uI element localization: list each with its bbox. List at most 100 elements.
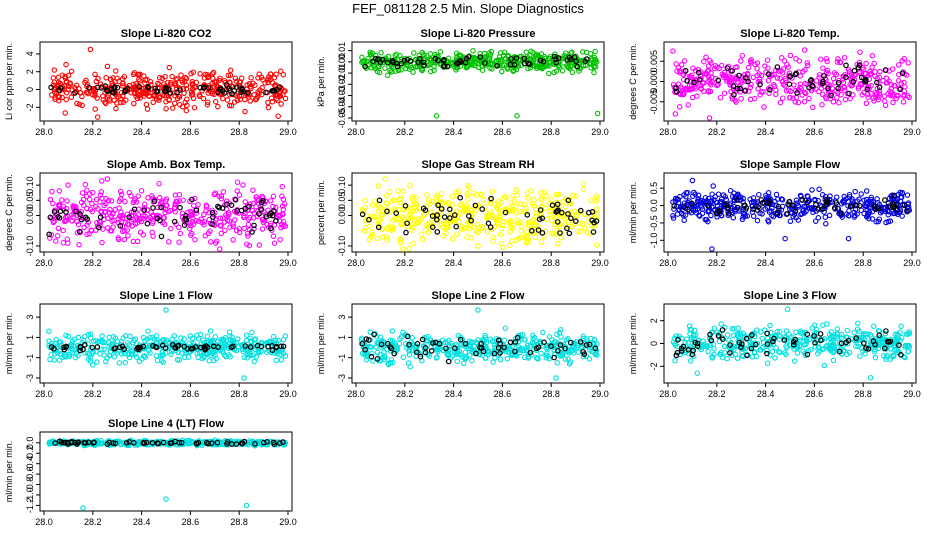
data-point <box>525 239 531 245</box>
overlay-point <box>898 351 904 358</box>
overlay-point <box>804 331 811 338</box>
data-point <box>51 67 58 73</box>
data-point <box>479 67 486 73</box>
data-point <box>473 228 479 234</box>
overlay-point <box>883 328 889 334</box>
data-point <box>188 232 194 238</box>
data-point <box>101 346 107 353</box>
overlay-point <box>577 339 584 345</box>
data-point <box>99 333 105 339</box>
data-point <box>506 205 512 211</box>
overlay-point <box>786 81 793 88</box>
data-point <box>734 64 740 70</box>
data-point <box>841 87 848 94</box>
data-point <box>780 95 786 101</box>
panel-title: Slope Li-820 Pressure <box>421 28 536 40</box>
data-point <box>675 199 682 206</box>
overlay-point <box>574 63 581 70</box>
overlay-point <box>479 206 486 212</box>
x-tick-label: 28.2 <box>84 389 102 399</box>
data-point <box>466 222 473 229</box>
overlay-point <box>554 208 560 214</box>
overlay-point <box>875 205 882 212</box>
overlay-point <box>163 85 169 91</box>
data-point <box>259 226 266 232</box>
overlay-point <box>881 197 888 203</box>
overlay-point <box>508 56 515 62</box>
overlay-point <box>76 228 83 235</box>
data-point <box>592 56 599 63</box>
data-point <box>594 206 600 212</box>
overlay-point <box>201 84 207 90</box>
data-point <box>821 209 827 215</box>
data-point <box>484 228 491 235</box>
data-point <box>783 343 789 349</box>
data-point <box>75 334 82 341</box>
data-point <box>421 212 428 218</box>
data-point <box>421 343 427 350</box>
panel-title: Slope Gas Stream RH <box>421 159 534 171</box>
overlay-point <box>589 209 596 215</box>
overlay-point <box>430 340 436 346</box>
data-point <box>400 354 407 361</box>
data-point <box>243 337 250 344</box>
y-tick-label: -1.0 <box>649 233 659 249</box>
data-point <box>711 325 718 331</box>
data-point <box>851 209 858 216</box>
data-point <box>680 212 686 218</box>
data-point <box>98 437 104 444</box>
data-point <box>275 97 281 104</box>
data-point <box>718 321 724 327</box>
data-point <box>143 101 150 108</box>
data-point <box>103 195 109 202</box>
data-point <box>375 221 381 228</box>
overlay-point <box>422 207 429 214</box>
overlay-point <box>116 344 123 351</box>
data-point <box>178 72 184 78</box>
panel-title: Slope Line 3 Flow <box>744 290 837 302</box>
data-point <box>568 348 575 354</box>
data-point <box>221 219 228 225</box>
data-point <box>809 325 816 331</box>
y-tick-label: 0 <box>649 341 659 346</box>
data-point <box>470 48 476 54</box>
overlay-point <box>404 220 410 227</box>
overlay-point <box>764 199 771 206</box>
data-point <box>168 351 174 358</box>
overlay-point <box>78 216 85 223</box>
x-tick-label: 28.2 <box>708 127 726 137</box>
data-point <box>556 330 563 336</box>
y-tick-label: -1.2 <box>25 498 35 514</box>
overlay-point <box>727 342 733 348</box>
data-point <box>53 238 59 244</box>
data-point <box>524 229 530 235</box>
data-point <box>856 328 862 334</box>
overlay-point <box>150 205 156 211</box>
overlay-point <box>555 55 562 61</box>
data-point <box>160 352 166 358</box>
y-tick-label: 0.05 <box>337 192 347 210</box>
data-point <box>724 332 731 338</box>
data-point <box>211 83 217 90</box>
overlay-points <box>673 327 904 359</box>
data-point <box>464 234 470 240</box>
data-point <box>123 97 129 103</box>
data-point <box>425 333 431 340</box>
data-point <box>178 350 185 356</box>
data-point <box>497 231 504 238</box>
overlay-point <box>704 202 711 209</box>
overlay-point <box>249 229 255 235</box>
data-point <box>548 217 555 224</box>
data-point <box>822 94 829 100</box>
data-point <box>769 205 775 211</box>
overlay-point <box>371 331 377 338</box>
data-point <box>898 323 904 330</box>
overlay-point <box>89 344 96 351</box>
y-tick-label: 0.01 <box>337 42 347 60</box>
data-point <box>523 209 529 215</box>
data-point <box>876 91 883 97</box>
overlay-point <box>870 338 877 344</box>
data-point <box>708 212 714 219</box>
